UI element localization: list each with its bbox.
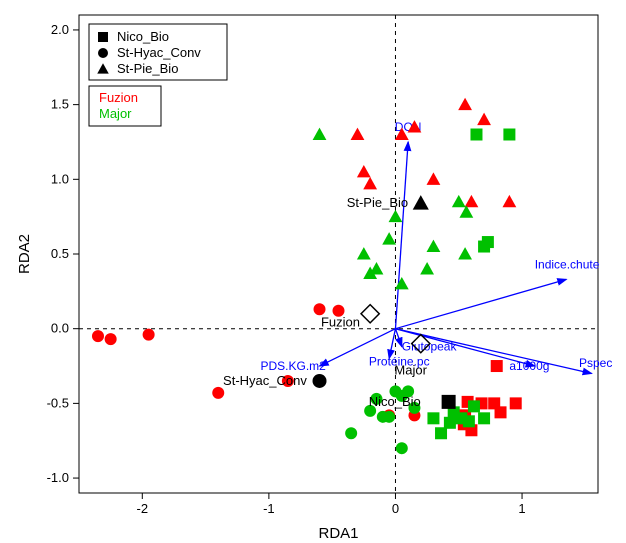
data-point (143, 329, 155, 341)
data-point (503, 129, 515, 141)
vector-label: Indice.chute (535, 257, 600, 271)
x-tick-label: -1 (263, 501, 275, 516)
centroid-label: Fuzion (321, 315, 360, 330)
vector-label: a1000g (509, 359, 549, 373)
legend-marker (98, 48, 108, 58)
centroid-label: St-Hyac_Conv (223, 373, 307, 388)
centroid-point (313, 374, 327, 388)
x-tick-label: 0 (392, 501, 399, 516)
data-point (435, 427, 447, 439)
legend-marker (98, 32, 108, 42)
y-tick-label: -1.0 (47, 470, 69, 485)
data-point (463, 415, 475, 427)
y-axis-label: RDA2 (16, 234, 33, 274)
chart-container: { "chart": { "type": "scatter", "width":… (0, 0, 626, 543)
centroid-point (442, 395, 456, 409)
legend-label: St-Pie_Bio (117, 61, 178, 76)
legend-color-label: Major (99, 106, 132, 121)
data-point (495, 406, 507, 418)
x-axis-label: RDA1 (318, 525, 358, 542)
vector-label: Glutopeak (402, 340, 458, 354)
data-point (510, 397, 522, 409)
legend-label: St-Hyac_Conv (117, 45, 201, 60)
data-point (427, 412, 439, 424)
data-point (468, 400, 480, 412)
data-point (105, 333, 117, 345)
y-tick-label: -0.5 (47, 395, 69, 410)
data-point (92, 330, 104, 342)
rda-scatter-plot: -2-101-1.0-0.50.00.51.01.52.0RDA1RDA2DON… (0, 0, 626, 543)
data-point (470, 129, 482, 141)
data-point (345, 427, 357, 439)
x-tick-label: 1 (518, 501, 525, 516)
vector-label: Pspec (579, 356, 612, 370)
x-tick-label: -2 (137, 501, 149, 516)
data-point (478, 412, 490, 424)
data-point (482, 236, 494, 248)
data-point (491, 360, 503, 372)
centroid-label: Nico_Bio (369, 394, 421, 409)
data-point (396, 442, 408, 454)
data-point (314, 303, 326, 315)
y-tick-label: 0.5 (51, 246, 69, 261)
y-tick-label: 1.0 (51, 171, 69, 186)
centroid-label: Major (394, 363, 427, 378)
centroid-label: St-Pie_Bio (347, 195, 408, 210)
legend-color-label: Fuzion (99, 90, 138, 105)
data-point (212, 387, 224, 399)
plot-area (79, 15, 598, 493)
legend-label: Nico_Bio (117, 29, 169, 44)
y-tick-label: 2.0 (51, 22, 69, 37)
data-point (444, 417, 456, 429)
vector-label: PDS.KG.m2 (260, 359, 326, 373)
data-point (383, 411, 395, 423)
y-tick-label: 0.0 (51, 321, 69, 336)
y-tick-label: 1.5 (51, 97, 69, 112)
